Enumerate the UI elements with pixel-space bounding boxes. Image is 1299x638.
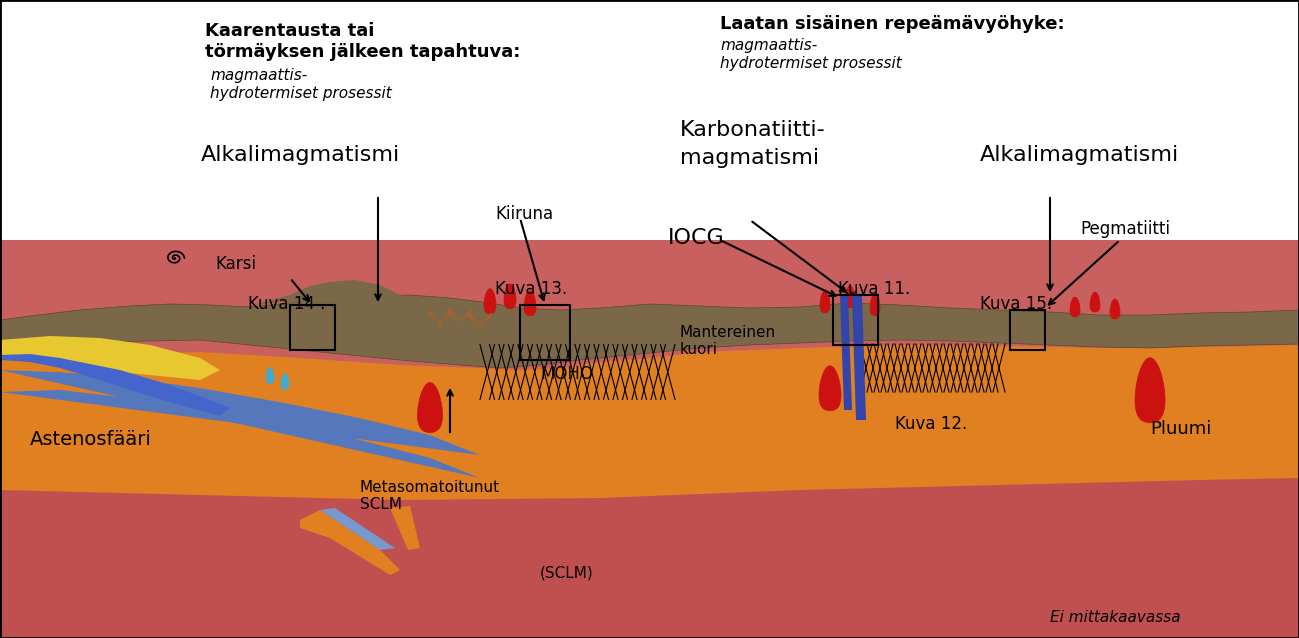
Text: Kuva 13.: Kuva 13. [495, 280, 568, 298]
Polygon shape [0, 345, 1299, 638]
Text: Kaarentausta tai: Kaarentausta tai [205, 22, 374, 40]
Text: magmatismi: magmatismi [679, 148, 820, 168]
Polygon shape [818, 366, 840, 411]
Text: Pegmatiitti: Pegmatiitti [1079, 220, 1170, 238]
Text: MOHO: MOHO [540, 365, 592, 383]
Polygon shape [0, 354, 230, 416]
Text: Mantereinen
kuori: Mantereinen kuori [679, 325, 776, 357]
Text: magmaattis-: magmaattis- [210, 68, 308, 83]
Polygon shape [0, 240, 1299, 638]
Text: Pluumi: Pluumi [1150, 420, 1212, 438]
Text: Alkalimagmatismi: Alkalimagmatismi [979, 145, 1179, 165]
Polygon shape [390, 506, 420, 550]
Polygon shape [0, 478, 1299, 638]
Polygon shape [1070, 297, 1079, 317]
Text: IOCG: IOCG [668, 228, 725, 248]
Bar [833, 295, 878, 345]
Polygon shape [0, 348, 481, 455]
Text: Karsi: Karsi [216, 255, 256, 273]
Text: Karbonatiitti-: Karbonatiitti- [679, 120, 826, 140]
Bar [520, 305, 570, 360]
Polygon shape [300, 510, 400, 575]
Polygon shape [0, 370, 481, 478]
Polygon shape [870, 293, 879, 316]
Text: (SCLM): (SCLM) [540, 565, 594, 580]
Polygon shape [1090, 292, 1100, 312]
Text: Metasomatoitunut
SCLM: Metasomatoitunut SCLM [360, 480, 500, 512]
Polygon shape [0, 336, 220, 380]
Bar [290, 305, 335, 350]
Polygon shape [448, 308, 472, 323]
Polygon shape [846, 286, 855, 308]
Polygon shape [255, 280, 420, 308]
Polygon shape [266, 367, 274, 383]
Text: Astenosfääri: Astenosfääri [30, 430, 152, 449]
Polygon shape [320, 508, 395, 550]
Text: Ei mittakaavassa: Ei mittakaavassa [1050, 610, 1181, 625]
Polygon shape [504, 284, 516, 309]
Text: Kuva 14 .: Kuva 14 . [248, 295, 325, 313]
Text: hydrotermiset prosessit: hydrotermiset prosessit [720, 56, 902, 71]
Text: Kuva 12.: Kuva 12. [895, 415, 968, 433]
Polygon shape [0, 295, 1299, 368]
Polygon shape [840, 295, 852, 410]
Polygon shape [523, 291, 536, 316]
Text: törmäyksen jälkeen tapahtuva:: törmäyksen jälkeen tapahtuva: [205, 43, 521, 61]
Polygon shape [485, 289, 496, 314]
Text: Kuva 11.: Kuva 11. [838, 280, 911, 298]
Text: Alkalimagmatismi: Alkalimagmatismi [200, 145, 400, 165]
Text: Laatan sisäinen repeämävyöhyke:: Laatan sisäinen repeämävyöhyke: [720, 15, 1065, 33]
Polygon shape [820, 291, 830, 313]
Bar [1011, 310, 1044, 350]
Polygon shape [281, 374, 288, 390]
Text: magmaattis-: magmaattis- [720, 38, 817, 53]
Text: Kuva 15.: Kuva 15. [979, 295, 1052, 313]
Text: hydrotermiset prosessit: hydrotermiset prosessit [210, 86, 392, 101]
Text: Kiiruna: Kiiruna [495, 205, 553, 223]
Polygon shape [427, 310, 452, 325]
Polygon shape [852, 295, 866, 420]
Polygon shape [1135, 358, 1165, 423]
Polygon shape [417, 383, 443, 433]
Polygon shape [468, 312, 492, 327]
Polygon shape [1111, 299, 1120, 319]
